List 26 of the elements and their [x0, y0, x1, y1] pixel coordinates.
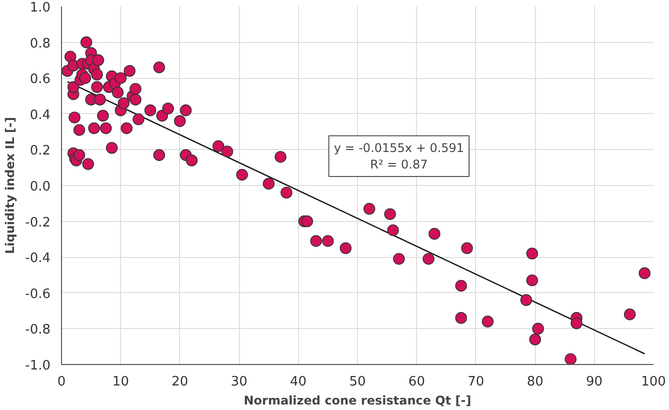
y-tick-label: -0.4 — [25, 251, 51, 266]
y-tick-label: -0.6 — [25, 286, 51, 302]
y-tick-label: 0.0 — [30, 180, 51, 194]
y-tick-label: 0.2 — [30, 144, 51, 159]
x-tick-label: 60 — [408, 374, 425, 390]
y-tick-label: -1.0 — [25, 358, 51, 374]
y-tick-label: 0.6 — [30, 72, 51, 88]
annotation: y = -0.0155x + 0.591 — [334, 140, 464, 155]
y-tick-label: -0.2 — [25, 215, 51, 230]
x-tick-label: 80 — [526, 374, 544, 390]
y-axis-title: Liquidity index IL [-] — [3, 116, 18, 254]
x-tick-label: 30 — [230, 374, 248, 390]
y-tick-label: -0.8 — [25, 322, 51, 338]
x-axis-title: Normalized cone resistance Qt [-] — [244, 394, 472, 408]
x-tick-label: 0 — [57, 374, 66, 390]
x-tick-label: 100 — [641, 374, 666, 390]
x-tick-label: 70 — [468, 374, 484, 390]
x-tick-label: 20 — [172, 374, 188, 390]
x-tick-label: 90 — [586, 374, 603, 390]
annotation: R² = 0.87 — [370, 158, 428, 172]
x-tick-label: 50 — [349, 374, 366, 390]
y-tick-label: 0.8 — [30, 36, 51, 52]
x-tick-label: 10 — [112, 374, 129, 390]
x-tick-label: 40 — [290, 374, 307, 390]
y-tick-label: 1.0 — [30, 0, 51, 16]
y-tick-label: 0.4 — [30, 108, 51, 123]
